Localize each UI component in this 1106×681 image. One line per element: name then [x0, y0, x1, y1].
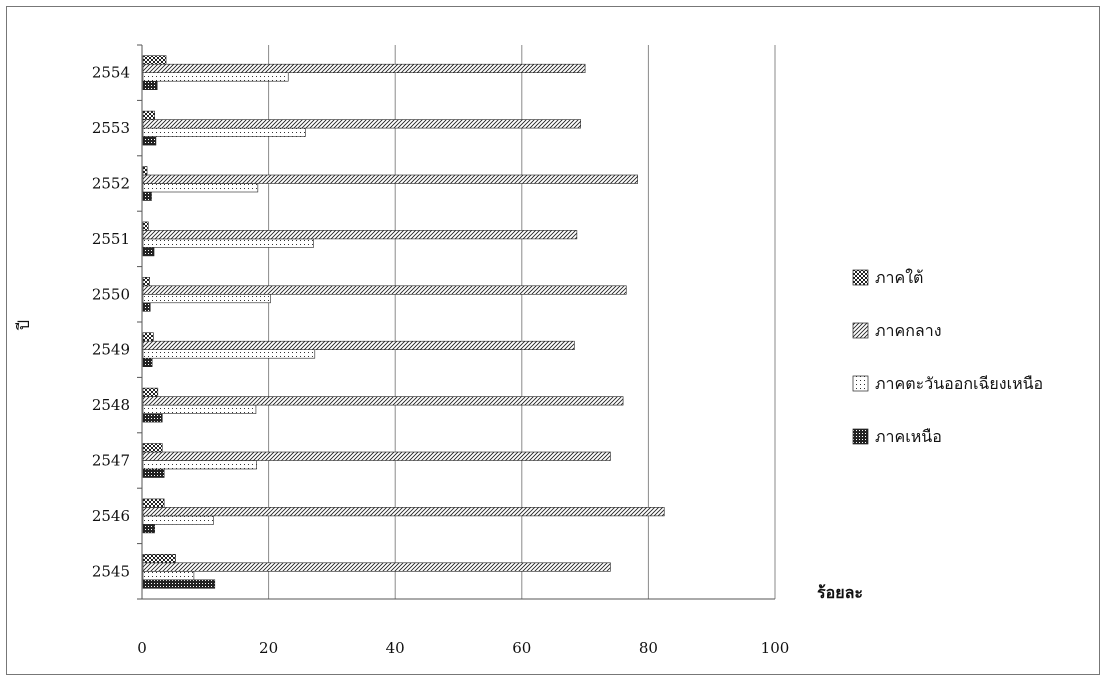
bar-2547-series-3: [142, 443, 163, 453]
bar-2548-series-3: [142, 387, 159, 397]
legend-label: ภาคกลาง: [875, 321, 942, 340]
bar-2549-series-2: [142, 340, 575, 351]
bar-2553-series-1: [142, 127, 306, 137]
x-tick-label: 60: [512, 639, 531, 657]
bar-2550-series-3: [142, 276, 150, 287]
y-tick-label: 2547: [92, 452, 130, 470]
bar-2554-series-3: [142, 55, 167, 65]
bar-2548-series-0: [142, 413, 163, 423]
x-axis-unit-label: ร้อยละ: [817, 583, 863, 602]
bar-2554-series-0: [142, 80, 158, 90]
bar-2553-series-3: [142, 110, 155, 120]
bar-2548-series-2: [142, 396, 624, 406]
bar-2545-series-0: [142, 579, 216, 589]
y-axis-label: ปี: [14, 320, 33, 331]
chart: 2545 2546 2547 2548 2549 2550 2551 2552 2553 2554…: [14, 44, 1043, 657]
x-tick-labels: 0 20 40 60 80 100: [137, 639, 789, 657]
bar-2552-series-1: [142, 183, 259, 193]
legend-swatch: [852, 375, 869, 392]
bar-2553-series-2: [142, 119, 581, 129]
bars: [142, 55, 665, 589]
bar-2547-series-2: [142, 451, 611, 461]
legend-swatch: [852, 322, 869, 339]
bar-2554-series-2: [142, 63, 586, 74]
y-tick-label: 2552: [92, 175, 130, 193]
bar-2550-series-1: [142, 293, 271, 304]
y-tick-label: 2551: [92, 230, 130, 248]
bar-2551-series-2: [142, 230, 578, 240]
bar-2554-series-1: [142, 72, 289, 82]
axes: [137, 44, 775, 600]
bar-2546-series-1: [142, 515, 214, 525]
x-tick-label: 80: [639, 639, 658, 657]
legend-swatch: [852, 428, 869, 445]
legend-label: ภาคตะวันออกเฉียงเหนือ: [875, 374, 1043, 393]
bar-2548-series-1: [142, 404, 257, 414]
bar-2551-series-3: [142, 221, 149, 231]
bar-2545-series-3: [142, 553, 176, 564]
y-tick-label: 2548: [92, 396, 130, 414]
legend-swatch: [852, 269, 869, 286]
bar-2550-series-0: [142, 302, 151, 312]
legend-label: ภาคใต้: [875, 268, 923, 287]
y-tick-label: 2545: [92, 562, 130, 580]
bar-2552-series-0: [142, 191, 152, 201]
gridlines: [268, 45, 776, 599]
bar-2545-series-1: [142, 570, 195, 581]
bar-2551-series-0: [142, 247, 155, 257]
bar-2550-series-2: [142, 285, 627, 295]
bar-2552-series-2: [142, 174, 638, 184]
bar-2551-series-1: [142, 238, 314, 248]
y-tick-labels: 2545 2546 2547 2548 2549 2550 2551 2552 2553 2554: [92, 64, 130, 581]
bar-2545-series-2: [142, 562, 611, 572]
y-tick-label: 2549: [92, 341, 130, 359]
x-tick-label: 20: [259, 639, 278, 657]
bar-2546-series-3: [142, 498, 165, 508]
y-tick-label: 2554: [92, 64, 130, 82]
legend: ภาคใต้ภาคกลางภาคตะวันออกเฉียงเหนือภาคเหน…: [852, 268, 1043, 446]
bar-2546-series-2: [142, 507, 665, 517]
legend-label: ภาคเหนือ: [875, 427, 942, 446]
x-tick-label: 40: [386, 639, 405, 657]
bar-2547-series-0: [142, 468, 165, 478]
chart-frame: 2545 2546 2547 2548 2549 2550 2551 2552 2553 2554…: [6, 6, 1100, 675]
bar-2547-series-1: [142, 460, 257, 470]
bar-2549-series-3: [142, 332, 154, 342]
bar-2549-series-0: [142, 357, 153, 368]
y-tick-label: 2546: [92, 507, 130, 525]
x-tick-label: 0: [137, 639, 147, 657]
x-tick-label: 100: [761, 639, 790, 657]
y-tick-label: 2550: [92, 285, 130, 303]
bar-2552-series-3: [142, 166, 148, 176]
bar-2553-series-0: [142, 136, 157, 146]
bar-2546-series-0: [142, 524, 155, 534]
y-tick-label: 2553: [92, 119, 130, 137]
bar-2549-series-1: [142, 349, 316, 359]
